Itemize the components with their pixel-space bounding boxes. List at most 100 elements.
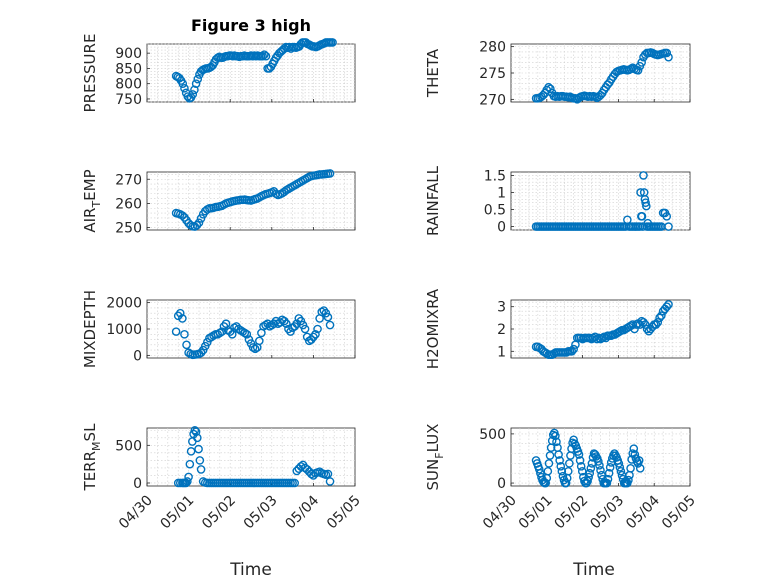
sun-flux-point [534, 464, 544, 474]
pressure-point [191, 79, 201, 88]
y-tick-label: 850 [115, 61, 142, 77]
air-temp-point [325, 169, 335, 178]
sun-flux-point [626, 464, 635, 473]
sun-flux-point [584, 472, 593, 482]
mixdepth-axes: 0 1000 2000 MIXDEPTH [81, 290, 356, 368]
sun-flux-point [577, 466, 587, 476]
sun-flux-point [604, 468, 614, 478]
x-tick-label: 04/30 [116, 493, 156, 533]
sun-flux-point [552, 437, 561, 447]
terr-msl-point [325, 477, 335, 486]
sun-flux-point [616, 466, 626, 476]
terr-msl-point [183, 477, 192, 486]
y-tick-label: 280 [479, 40, 506, 56]
sun-flux-point [596, 465, 605, 475]
sun-flux-point [635, 464, 645, 473]
air-temp-point [178, 211, 187, 220]
x-tick-label: 05/02 [199, 493, 239, 533]
air-temp-ylabel: AIRTEMP [81, 169, 103, 232]
y-tick-label: 260 [115, 196, 142, 212]
terr-msl-point [195, 456, 205, 465]
y-tick-label: 275 [479, 66, 506, 82]
sun-flux-point [634, 456, 644, 465]
sun-flux-point [554, 450, 563, 459]
y-tick-label: 500 [115, 438, 142, 454]
terr-msl-point [185, 459, 195, 469]
terr-msl-point [193, 433, 202, 443]
rainfall-point [636, 188, 645, 197]
pressure-point [261, 51, 271, 61]
mixdepth-point [242, 329, 252, 339]
rainfall-ylabel: RAINFALL [424, 165, 442, 236]
theta-axes: 270 275 280 THETA [424, 40, 691, 108]
y-tick-label: 0 [497, 220, 506, 236]
sun-flux-point [614, 459, 624, 468]
rainfall-point [664, 222, 673, 231]
y-tick-label: 750 [115, 92, 142, 108]
y-tick-label: 0 [133, 476, 142, 492]
h2omixra-point [567, 347, 577, 356]
terr-msl-point [194, 444, 203, 454]
mixdepth-point [323, 312, 333, 322]
pressure-point [180, 83, 189, 93]
sun-flux-point [594, 457, 603, 466]
theta-point [633, 66, 643, 75]
pressure-point [328, 38, 337, 47]
y-tick-label: 0 [497, 476, 506, 492]
x-tick-label: 05/03 [587, 493, 627, 533]
y-tick-label: 2000 [106, 296, 142, 312]
y-tick-label: 1 [497, 185, 506, 201]
x-tick-label: 05/04 [282, 492, 322, 532]
sun-flux-point [543, 466, 553, 476]
sun-flux-point [545, 451, 555, 460]
sun-flux-point [605, 463, 615, 472]
mixdepth-point [255, 336, 264, 346]
mixdepth-point [171, 327, 181, 336]
pressure-point [193, 74, 203, 84]
h2omixra-point [657, 311, 666, 320]
theta-point [662, 48, 672, 58]
air-temp-axes: 250 260 270 AIRTEMP [81, 169, 356, 237]
rainfall-axes: 00.5 11.5 RAINFALL [424, 165, 691, 236]
h2omixra-point [655, 313, 664, 323]
sun-flux-point [603, 474, 613, 484]
sun-flux-point [551, 431, 560, 441]
y-tick-label: 270 [115, 172, 142, 188]
y-tick-label: 500 [479, 427, 506, 443]
theta-point [664, 52, 673, 62]
sun-flux-point [615, 463, 625, 472]
air-temp-point [196, 214, 206, 223]
x-tick-label: 05/03 [241, 493, 281, 533]
x-axis-label-right: Time [572, 560, 615, 580]
mixdepth-point [325, 320, 335, 330]
y-tick-label: 0 [133, 348, 142, 364]
sun-flux-point [602, 478, 612, 488]
h2omixra-point [569, 344, 578, 354]
terr-msl-axes: 0 500 04/30 05/01 05/02 05/03 05/04 05/05 TERRMS… [81, 423, 364, 532]
mixdepth-point [313, 324, 322, 334]
theta-ylabel: THETA [424, 48, 442, 98]
mixdepth-point [282, 319, 291, 329]
air-temp-point [194, 218, 204, 228]
x-tick-label: 05/05 [659, 493, 699, 533]
sun-flux-point [541, 478, 551, 488]
terr-msl-point [196, 465, 206, 474]
y-tick-label: 1.5 [484, 168, 506, 184]
sun-flux-point [575, 456, 585, 465]
x-axis-label-left: Time [229, 560, 272, 580]
sun-flux-point [565, 459, 574, 468]
sun-flux-ylabel: SUNFLUX [424, 424, 446, 491]
sun-flux-point [574, 450, 584, 459]
rainfall-point [637, 212, 647, 221]
h2omixra-ylabel: H2OMIXRA [424, 288, 442, 369]
x-tick-label: 04/30 [480, 493, 520, 533]
x-tick-label: 05/01 [158, 493, 198, 533]
mixdepth-point [217, 327, 227, 336]
sun-flux-point [557, 466, 567, 476]
y-tick-label: 0.5 [484, 203, 506, 219]
y-tick-label: 2 [497, 322, 506, 338]
terr-msl-ylabel: TERRMSL [81, 423, 103, 492]
h2omixra-point [642, 324, 652, 334]
